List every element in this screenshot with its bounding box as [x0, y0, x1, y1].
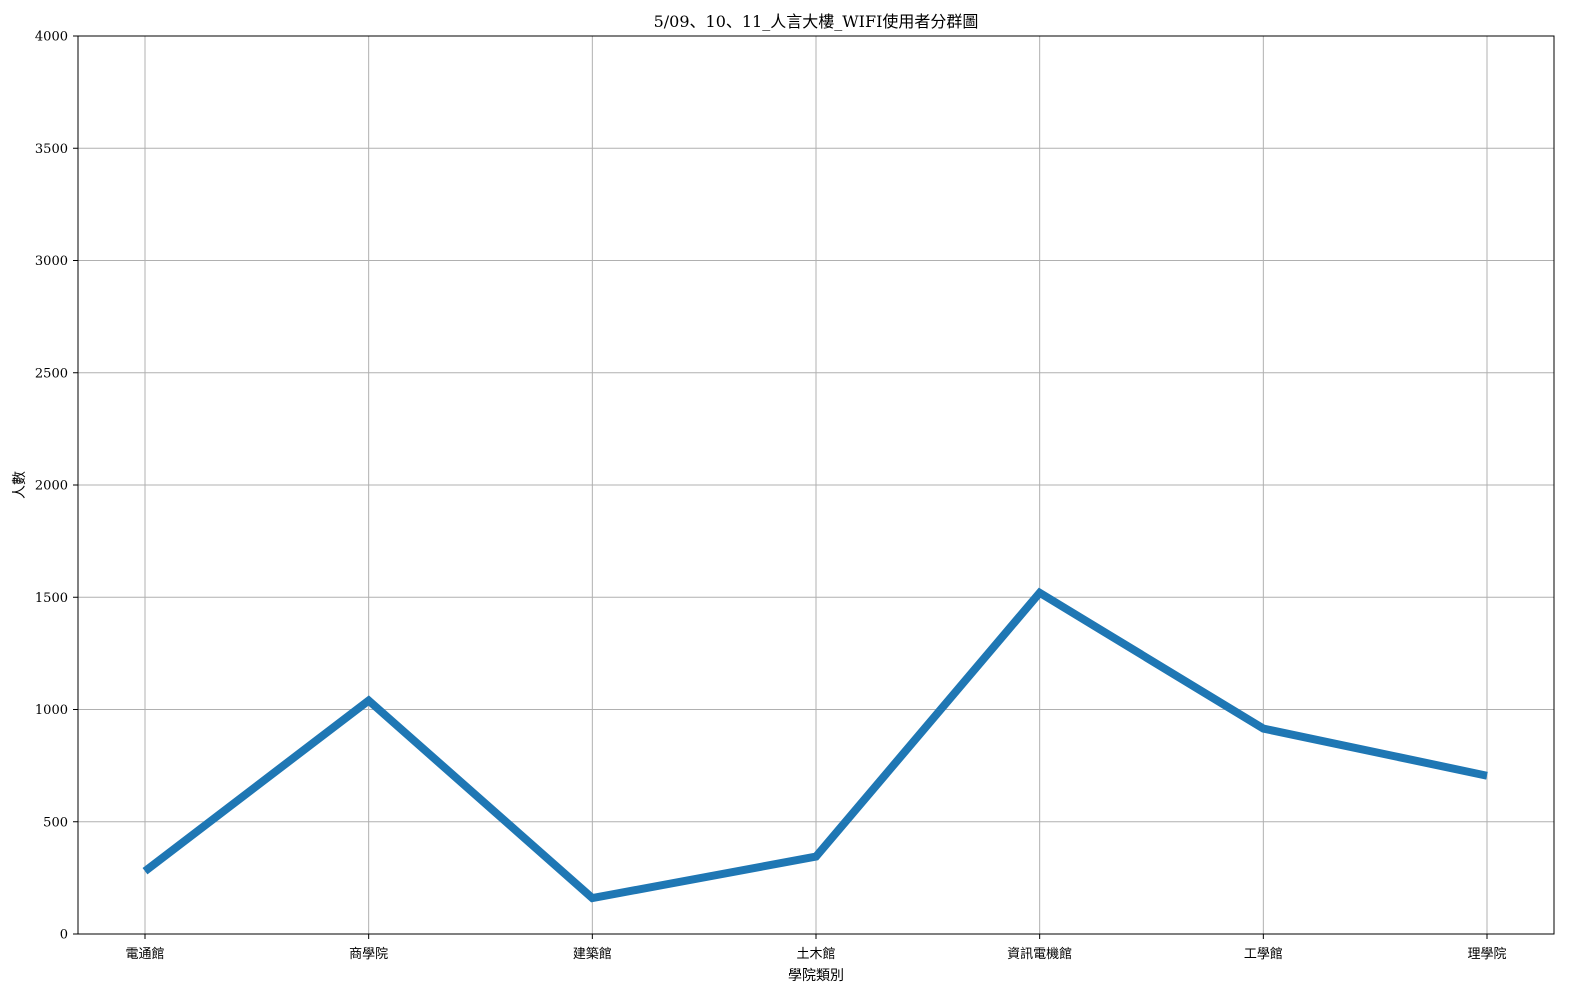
y-tick-label: 3000	[35, 254, 68, 269]
x-tick-label: 電通館	[125, 947, 164, 962]
x-tick-label: 工學館	[1244, 947, 1283, 962]
x-axis-label: 學院類別	[788, 968, 844, 984]
x-tick-label: 商學院	[349, 947, 388, 962]
y-tick-label: 1500	[35, 591, 68, 606]
y-tick-label: 2000	[35, 479, 68, 494]
x-tick-label: 資訊電機館	[1007, 947, 1072, 962]
x-tick-label: 理學院	[1467, 947, 1506, 962]
y-tick-label: 3500	[35, 142, 68, 157]
y-axis-label: 人數	[12, 471, 28, 499]
y-tick-label: 1000	[35, 703, 68, 718]
grid-lines	[78, 35, 1554, 935]
chart-title: 5/09、10、11_人言大樓_WIFI使用者分群圖	[654, 12, 979, 31]
y-axis-ticks: 0 500 1000 1500 2000 2500 3000 3500 4000	[35, 30, 78, 943]
y-tick-label: 2500	[35, 366, 68, 381]
x-axis-ticks: 電通館 商學院 建築館 土木館 資訊電機館 工學館 理學院	[125, 934, 1507, 962]
series-layer	[142, 587, 1488, 903]
y-tick-label: 0	[60, 928, 68, 943]
y-tick-label: 500	[43, 815, 68, 830]
x-tick-label: 建築館	[573, 947, 612, 962]
x-tick-label: 土木館	[796, 947, 835, 962]
y-tick-label: 4000	[35, 30, 68, 45]
